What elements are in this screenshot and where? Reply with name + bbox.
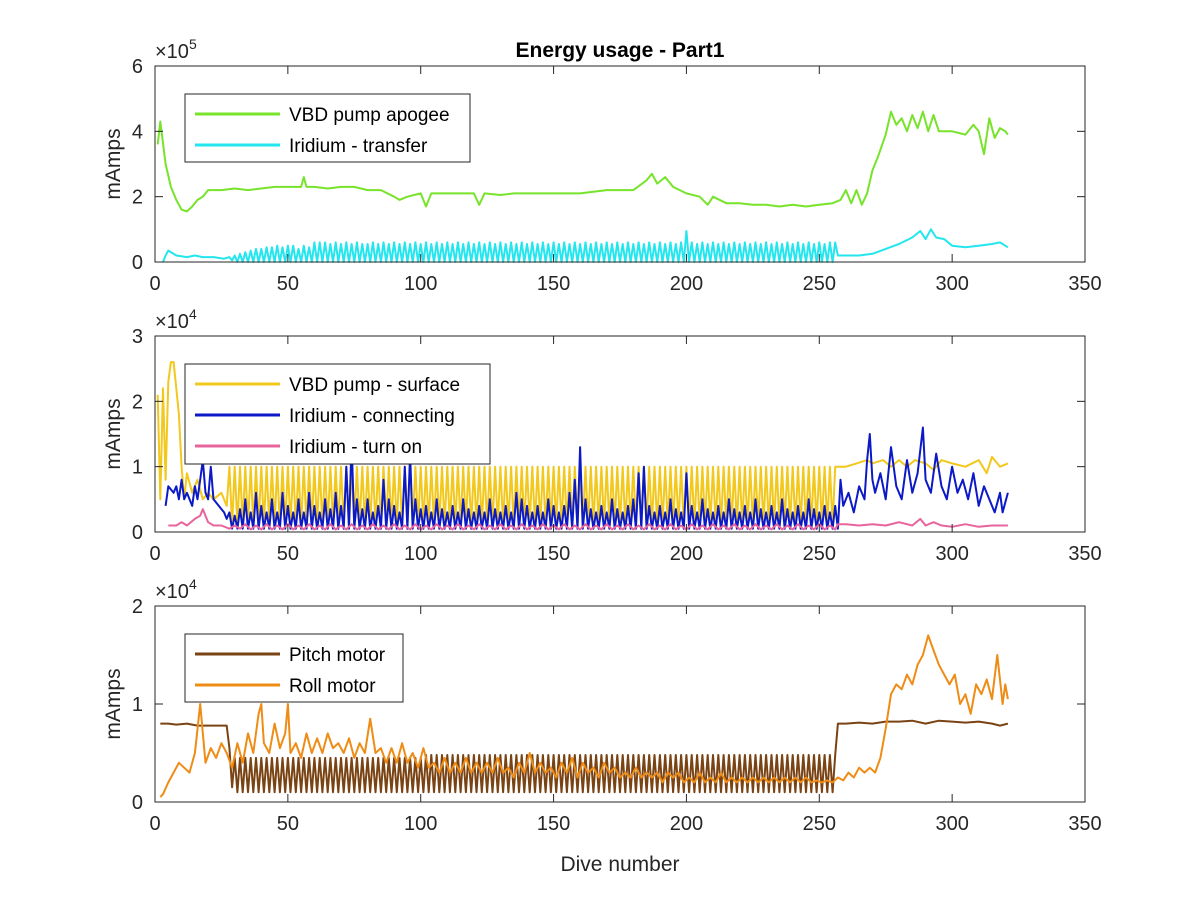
x-tick-label: 100 [404, 273, 437, 295]
series-line-pitch-motor [160, 719, 1009, 794]
legend-entry-label: Pitch motor [289, 645, 386, 666]
x-tick-label: 300 [935, 813, 968, 835]
y-tick-label: 0 [132, 252, 143, 274]
series-line-vbd-pump-apogee [156, 110, 1009, 213]
legend-entry-label: Iridium - transfer [289, 136, 428, 157]
y-axis-label: mAmps [102, 128, 125, 199]
chart-title: Energy usage - Part1 [516, 39, 725, 62]
x-tick-label: 150 [537, 273, 570, 295]
axes-box [154, 335, 1086, 533]
x-tick-label: 250 [803, 813, 836, 835]
x-tick-label: 350 [1068, 273, 1101, 295]
x-tick-label: 200 [670, 813, 703, 835]
x-tick-label: 100 [404, 813, 437, 835]
y-tick-label: 3 [132, 326, 143, 348]
y-exponent-label: ×105 [155, 36, 197, 63]
y-tick-label: 2 [132, 596, 143, 618]
x-tick-label: 200 [670, 543, 703, 565]
axes-panel-2: 0 50 100 150 200 250 300 350 0 1 2 3 ×104 mAmps VBD pu… [102, 306, 1102, 565]
legend-entry-label: Iridium - connecting [289, 406, 455, 427]
y-tick-label: 0 [132, 522, 143, 544]
x-tick-label: 200 [670, 273, 703, 295]
x-tick-label: 50 [277, 543, 299, 565]
y-tick-label: 2 [132, 391, 143, 413]
x-tick-label: 350 [1068, 813, 1101, 835]
x-tick-label: 100 [404, 543, 437, 565]
x-tick-label: 50 [277, 813, 299, 835]
x-tick-label: 300 [935, 543, 968, 565]
legend-box [184, 93, 471, 163]
x-tick-label: 50 [277, 273, 299, 295]
x-tick-label: 250 [803, 543, 836, 565]
y-tick-label: 0 [132, 792, 143, 814]
x-tick-label: 0 [149, 543, 160, 565]
x-tick-label: 150 [537, 543, 570, 565]
series-line-iridium-connecting [164, 426, 1009, 530]
y-exponent-label: ×104 [155, 576, 197, 603]
x-tick-label: 350 [1068, 543, 1101, 565]
legend-entry-label: VBD pump - surface [289, 375, 460, 396]
series-line-vbd-pump-surface [156, 361, 1009, 527]
x-axis-label: Dive number [560, 853, 679, 876]
y-tick-label: 4 [132, 121, 143, 143]
y-axis-label: mAmps [102, 398, 125, 469]
axes-box [154, 65, 1086, 263]
legend-box [184, 633, 404, 703]
y-tick-label: 6 [132, 56, 143, 78]
legend-entry-label: Roll motor [289, 676, 376, 697]
y-exponent-label: ×104 [155, 306, 197, 333]
x-tick-label: 0 [149, 273, 160, 295]
series-line-roll-motor [159, 634, 1009, 798]
x-tick-label: 300 [935, 273, 968, 295]
x-tick-label: 150 [537, 813, 570, 835]
y-tick-label: 2 [132, 187, 143, 209]
y-axis-label: mAmps [102, 668, 125, 739]
series-line-iridium-turn-on [168, 508, 1008, 531]
axes-panel-3: 0 50 100 150 200 250 300 350 0 1 2 ×104 mAmps Pitch m… [102, 576, 1102, 835]
x-tick-label: 250 [803, 273, 836, 295]
y-tick-label: 1 [132, 694, 143, 716]
y-tick-label: 1 [132, 457, 143, 479]
legend-entry-label: Iridium - turn on [289, 437, 422, 458]
axes-panel-1: 0 50 100 150 200 250 300 350 0 2 4 6 ×105 mAmps VBD pu… [102, 36, 1102, 295]
legend-entry-label: VBD pump apogee [289, 105, 450, 126]
x-tick-label: 0 [149, 813, 160, 835]
